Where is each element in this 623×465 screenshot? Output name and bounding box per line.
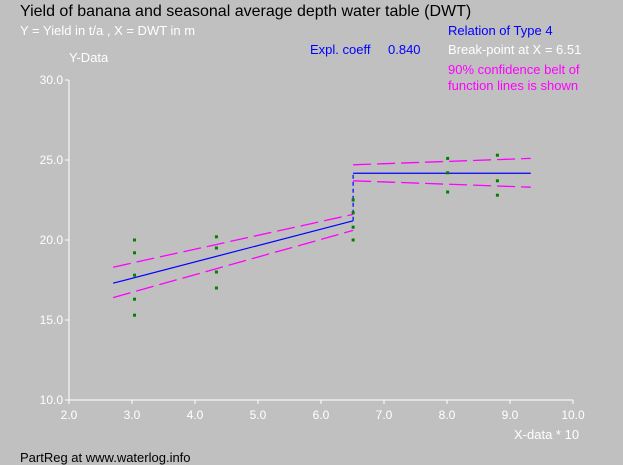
data-point	[133, 251, 137, 255]
confidence-band-line	[353, 157, 531, 166]
y-tick-label: 15.0	[40, 313, 64, 327]
data-point	[133, 273, 137, 277]
y-axis-label: Y-Data	[69, 50, 109, 65]
fit-line	[112, 220, 354, 284]
footer: PartReg at www.waterlog.info	[20, 450, 191, 465]
data-point	[214, 235, 218, 239]
confidence-band-line	[112, 213, 354, 268]
y-tick-label: 25.0	[40, 153, 64, 167]
data-point	[214, 270, 218, 274]
data-point	[133, 313, 137, 317]
data-point	[214, 286, 218, 290]
y-tick-label: 20.0	[40, 233, 64, 247]
data-point	[446, 171, 450, 175]
breakpoint-text: Break-point at X = 6.51	[448, 42, 582, 57]
data-point	[351, 225, 355, 229]
data-point	[446, 156, 450, 160]
data-point	[133, 238, 137, 242]
data-point	[495, 179, 499, 183]
y-tick-label: 30.0	[40, 73, 64, 87]
data-point	[495, 153, 499, 157]
data-point	[133, 297, 137, 301]
expl-coeff-label: Expl. coeff	[310, 42, 371, 57]
y-tick-label: 10.0	[40, 393, 64, 407]
x-tick-label: 2.0	[61, 408, 78, 422]
x-tick-label: 5.0	[250, 408, 267, 422]
x-tick-label: 3.0	[124, 408, 141, 422]
expl-coeff-value: 0.840	[388, 42, 421, 57]
data-point	[351, 198, 355, 202]
chart-subtitle: Y = Yield in t/a , X = DWT in m	[20, 23, 196, 38]
data-point	[495, 193, 499, 197]
x-tick-label: 8.0	[439, 408, 456, 422]
data-point	[351, 211, 355, 215]
x-tick-label: 4.0	[187, 408, 204, 422]
confidence-band-line	[112, 229, 354, 299]
x-tick-label: 9.0	[502, 408, 519, 422]
data-point	[214, 246, 218, 250]
data-point	[446, 190, 450, 194]
chart-title: Yield of banana and seasonal average dep…	[20, 3, 472, 20]
x-axis-label: X-data * 10	[514, 427, 580, 442]
x-tick-label: 6.0	[313, 408, 330, 422]
data-point	[351, 238, 355, 242]
confidence-text-2: function lines is shown	[448, 78, 579, 93]
relation-type: Relation of Type 4	[448, 23, 553, 38]
confidence-text-1: 90% confidence belt of	[448, 62, 580, 77]
x-tick-label: 10.0	[561, 408, 585, 422]
x-tick-label: 7.0	[376, 408, 393, 422]
confidence-band-line	[353, 180, 531, 188]
